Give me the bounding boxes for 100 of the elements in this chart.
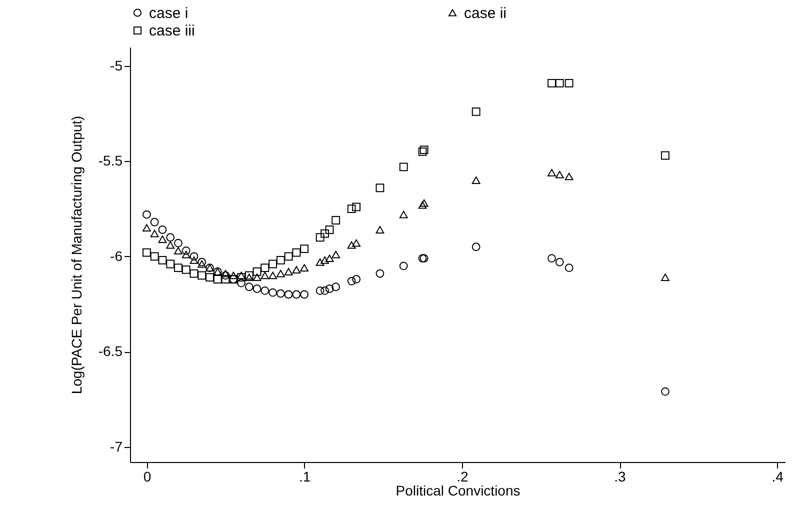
point (213, 275, 222, 284)
point (166, 233, 175, 242)
point (376, 269, 384, 278)
point (300, 264, 309, 272)
point (268, 260, 277, 268)
point (158, 226, 167, 234)
point (347, 241, 356, 249)
point (190, 252, 198, 261)
y-tick-label: -5 (110, 58, 123, 74)
point (268, 288, 277, 297)
point (166, 260, 175, 268)
point (198, 271, 206, 280)
point (347, 204, 356, 214)
point (158, 236, 167, 243)
point (284, 252, 293, 261)
point (150, 230, 159, 238)
point (352, 275, 361, 284)
x-tick-label: .4 (772, 468, 784, 484)
point (332, 250, 340, 258)
point (292, 266, 301, 274)
point (316, 258, 324, 266)
point (399, 162, 408, 172)
point (661, 274, 670, 282)
point (300, 290, 309, 299)
point (548, 78, 556, 88)
point (564, 172, 574, 180)
point (316, 286, 324, 295)
point (555, 170, 564, 178)
point (221, 270, 230, 278)
x-tick-label: 0 (143, 468, 152, 484)
point (237, 278, 246, 288)
point (300, 244, 309, 253)
point (555, 78, 564, 88)
point (284, 290, 293, 299)
point (206, 273, 214, 282)
legend-label: case i (149, 4, 188, 22)
point (284, 268, 293, 276)
y-tick-label: -5.5 (98, 152, 123, 169)
point (661, 151, 670, 160)
point (237, 273, 246, 282)
point (316, 233, 324, 242)
point (252, 274, 262, 282)
point (190, 269, 198, 278)
point (325, 226, 334, 234)
point (325, 254, 334, 262)
point (142, 210, 151, 219)
point (244, 282, 254, 292)
point (320, 229, 330, 238)
point (142, 248, 151, 257)
point (332, 282, 340, 292)
point (150, 218, 159, 226)
point (352, 202, 361, 212)
y-tick-label: -6 (110, 248, 123, 264)
point (268, 272, 277, 280)
point (276, 256, 285, 264)
point (548, 254, 556, 263)
point (182, 266, 190, 274)
point (276, 289, 285, 298)
point (292, 248, 301, 257)
point (252, 284, 262, 293)
point (198, 258, 206, 266)
point (292, 290, 301, 299)
x-axis-title: Political Convictions (396, 482, 520, 498)
point (174, 238, 182, 248)
legend-label: case iii (149, 22, 195, 40)
point (260, 272, 270, 280)
point (166, 241, 175, 249)
point (150, 252, 159, 261)
point (260, 286, 270, 295)
point (244, 271, 254, 280)
point (198, 260, 206, 268)
point (276, 270, 285, 278)
point (320, 286, 330, 295)
point (237, 272, 246, 280)
x-tick-label: .1 (298, 468, 311, 484)
point (548, 168, 556, 176)
point (399, 262, 408, 270)
point (472, 242, 480, 252)
point (347, 276, 356, 286)
point (376, 226, 384, 234)
point (555, 258, 564, 266)
point (320, 256, 330, 264)
point (418, 201, 427, 209)
y-tick-label: -7 (110, 438, 123, 454)
y-axis-title: Log(PACE Per Unit of Manufacturing Output) (68, 116, 84, 394)
point (564, 78, 574, 88)
point (661, 387, 670, 396)
point (182, 250, 190, 258)
point (472, 108, 480, 116)
y-tick-label: -6.5 (98, 343, 123, 360)
point (174, 264, 182, 272)
point (472, 176, 480, 184)
point (420, 199, 428, 207)
point (352, 239, 361, 247)
point (260, 264, 270, 272)
legend-label: case ii (464, 4, 507, 22)
point (142, 224, 151, 232)
point (564, 264, 574, 272)
point (244, 274, 254, 282)
point (182, 246, 190, 255)
